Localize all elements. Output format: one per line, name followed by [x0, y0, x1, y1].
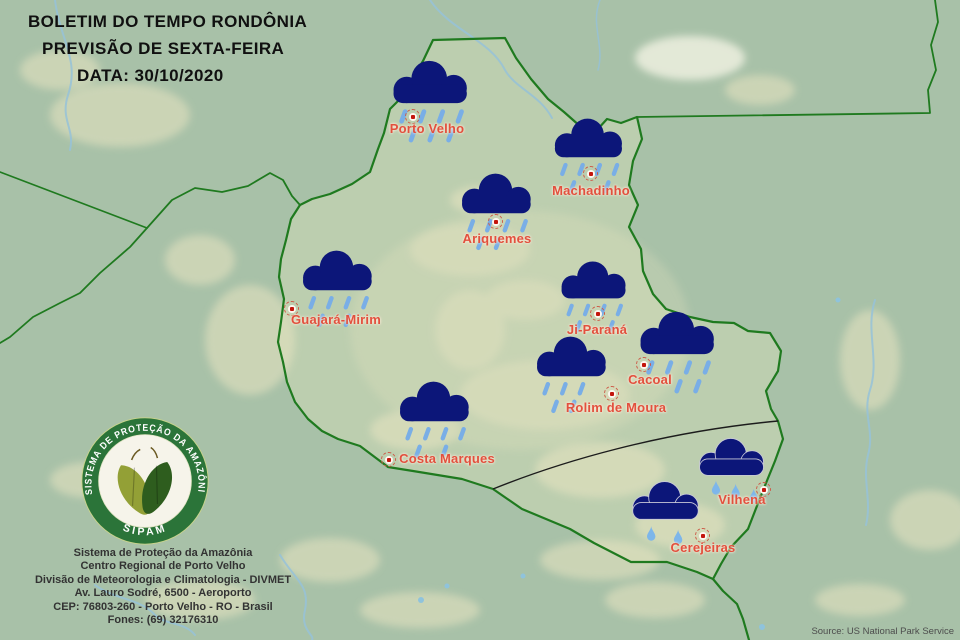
- footer-line: Av. Lauro Sodré, 6500 - Aeroporto: [74, 587, 252, 600]
- title-line-2: PREVISÃO DE SEXTA-FEIRA: [42, 39, 285, 58]
- marker-ring: [607, 389, 616, 398]
- rain-streaks-icon: [308, 295, 369, 328]
- city-label: Porto Velho: [389, 121, 465, 136]
- city-marker: [590, 306, 605, 321]
- cloud-shape: [561, 261, 626, 299]
- rain-streaks-icon: [542, 381, 586, 414]
- cloud-shape: [393, 60, 467, 104]
- title-line-1: BOLETIM DO TEMPO RONDÔNIA: [28, 12, 308, 31]
- city-marker: [636, 357, 651, 372]
- marker-dot: [386, 457, 391, 462]
- rain-cloud-icon: [632, 481, 699, 545]
- city-label: Cacoal: [628, 372, 672, 387]
- marker-ring: [759, 485, 768, 494]
- marker-dot: [289, 306, 294, 311]
- logo-sipam-text: SIPAM: [121, 522, 166, 539]
- cloud-shape: [400, 381, 469, 422]
- cloud-haze-patch: [635, 36, 745, 80]
- city-marker: [488, 214, 503, 229]
- rain-cloud-icon: [640, 311, 714, 394]
- rain-streaks-icon: [405, 426, 466, 459]
- city-label: Machadinho: [552, 183, 630, 198]
- city-marker: [756, 482, 771, 497]
- city-label: Rolim de Moura: [565, 400, 667, 415]
- rain-cloud-icon: [554, 118, 622, 194]
- marker-ring: [491, 217, 500, 226]
- rain-cloud-icon: [303, 250, 372, 328]
- footer-address: Sistema de Proteção da Amazônia Centro R…: [18, 547, 308, 627]
- marker-ring: [384, 455, 393, 464]
- lakes: [418, 297, 841, 630]
- bulletin-title: BOLETIM DO TEMPO RONDÔNIA PREVISÃO DE SE…: [28, 8, 307, 89]
- road-line: [492, 420, 779, 490]
- svg-text:SIPAM: SIPAM: [121, 522, 169, 539]
- marker-dot: [588, 171, 593, 176]
- rain-cloud-icon: [699, 438, 764, 503]
- cloud-shape: [303, 250, 372, 291]
- cloud-shape: [699, 438, 764, 476]
- cloud-shape: [632, 481, 699, 520]
- logo-inner-circle: [98, 434, 192, 528]
- city-marker: [284, 301, 299, 316]
- marker-dot: [641, 362, 646, 367]
- marker-dot: [609, 391, 614, 396]
- rain-streaks-icon: [560, 162, 620, 194]
- city-marker: [695, 528, 710, 543]
- marker-ring: [639, 360, 648, 369]
- cloud-shape: [554, 118, 622, 158]
- city-marker: [381, 452, 396, 467]
- city-label: Guajará-Mirim: [290, 312, 382, 327]
- marker-ring: [287, 304, 296, 313]
- title-line-3: DATA: 30/10/2020: [77, 66, 224, 85]
- footer-line: Fones: (69) 32176310: [107, 614, 219, 627]
- border-tail-southeast: [711, 577, 751, 640]
- leaves-icon: [117, 446, 172, 515]
- footer-line: Divisão de Meteorologia e Climatologia -…: [34, 573, 292, 586]
- city-label: Vilhena: [718, 492, 766, 507]
- cloud-shape: [537, 336, 606, 377]
- rain-cloud-icon: [393, 60, 467, 143]
- border-amazonas-matogrosso: [636, 0, 939, 118]
- rain-cloud-icon: [537, 336, 606, 414]
- border-bolivia-northeast: [146, 172, 301, 229]
- rain-cloud-icon: [462, 173, 531, 251]
- rondonia-border: [276, 36, 785, 581]
- marker-dot: [595, 311, 600, 316]
- rain-cloud-icon: [561, 261, 626, 333]
- border-acre-line: [0, 171, 148, 229]
- marker-ring: [698, 531, 707, 540]
- cloud-shape: [462, 173, 531, 214]
- map-attribution: Source: US National Park Service: [811, 626, 954, 637]
- city-label: Ariquemes: [462, 231, 532, 246]
- marker-dot: [761, 487, 766, 492]
- city-marker: [604, 386, 619, 401]
- marker-dot: [493, 219, 498, 224]
- footer-line: CEP: 76803-260 - Porto Velho - RO - Bras…: [53, 600, 273, 613]
- marker-ring: [586, 169, 595, 178]
- cloud-shape: [640, 311, 714, 355]
- marker-ring: [593, 309, 602, 318]
- city-marker: [405, 109, 420, 124]
- marker-dot: [410, 114, 415, 119]
- rain-streaks-icon: [646, 360, 711, 394]
- city-label: Costa Marques: [399, 451, 495, 466]
- sipam-logo: SISTEMA DE PROTEÇÃO DA AMAZÔNIA SIPAM: [81, 417, 209, 545]
- marker-ring: [408, 112, 417, 121]
- city-label: Ji-Paraná: [566, 322, 628, 337]
- footer-line: Sistema de Proteção da Amazônia: [73, 547, 253, 559]
- state-borders: [0, 0, 939, 640]
- city-marker: [583, 166, 598, 181]
- city-label: Cerejeiras: [670, 540, 736, 555]
- border-bolivia-southwest: [0, 227, 148, 344]
- rain-cloud-icon: [400, 381, 469, 459]
- marker-dot: [700, 533, 705, 538]
- rivers: [54, 0, 876, 640]
- footer-line: Centro Regional de Porto Velho: [80, 560, 246, 573]
